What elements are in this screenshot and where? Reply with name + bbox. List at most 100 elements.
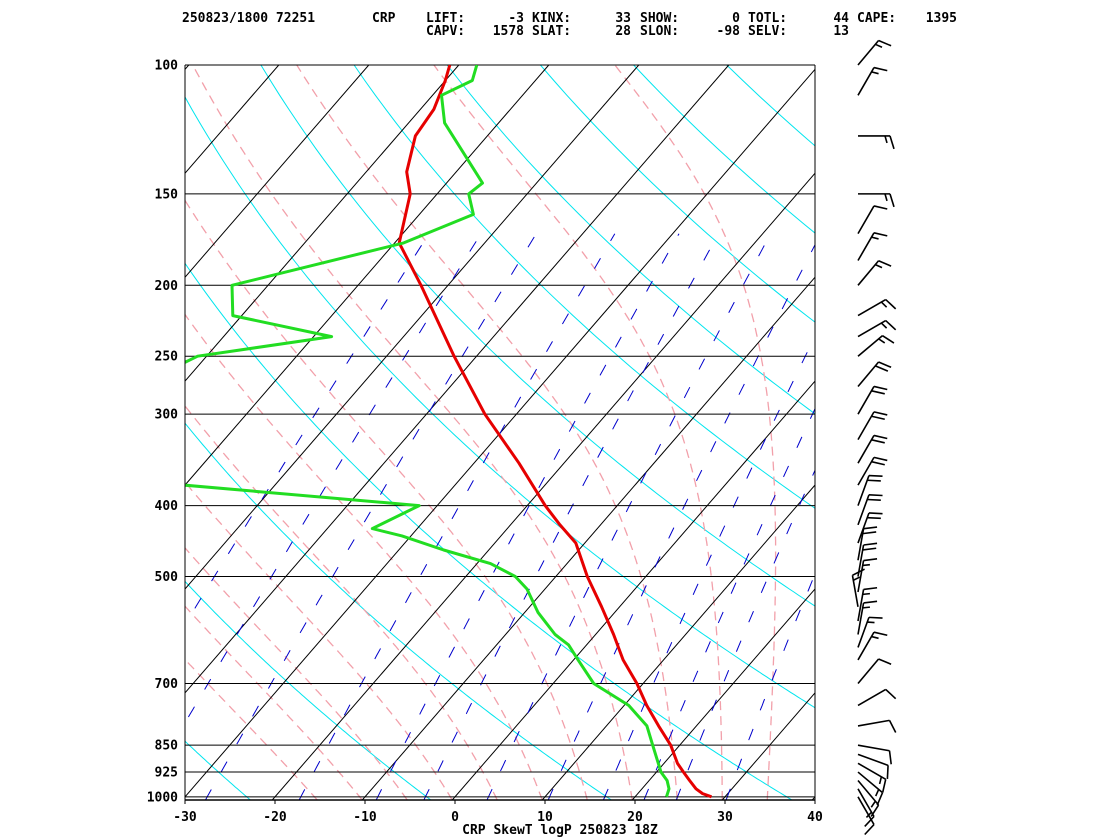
barb-half-feather — [884, 135, 888, 144]
dry-adiabat — [353, 65, 815, 509]
barb-staff — [857, 796, 875, 825]
barb-feather — [885, 299, 897, 310]
moist-adiabat — [185, 605, 363, 800]
moist-adiabat — [185, 313, 543, 800]
barb-staff — [857, 544, 865, 577]
barb-half-feather — [867, 621, 875, 624]
wind-barb — [857, 753, 889, 779]
dry-adiabat — [185, 580, 432, 800]
barb-half-feather — [884, 193, 888, 202]
wind-barb — [857, 361, 892, 388]
barb-half-feather — [874, 789, 880, 797]
barb-staff — [857, 528, 865, 561]
temperature-tick-label: 0 — [451, 810, 459, 825]
wind-barb — [857, 616, 883, 648]
wind-barb — [857, 600, 878, 635]
barb-staff — [857, 788, 875, 817]
barb-feather — [863, 586, 878, 591]
barb-staff — [857, 67, 875, 96]
barb-staff — [857, 494, 870, 526]
barb-feather — [873, 385, 888, 391]
barb-staff — [857, 688, 887, 707]
isotherm — [451, 380, 815, 800]
barb-feather — [882, 334, 895, 344]
barb-staff — [857, 260, 880, 286]
isotherm — [721, 692, 815, 800]
barb-feather — [888, 719, 897, 733]
barb-feather — [873, 232, 888, 237]
barb-feather — [878, 361, 892, 369]
barb-feather — [863, 600, 878, 604]
dry-adiabat — [185, 262, 793, 800]
wind-barb — [857, 788, 875, 828]
barb-staff — [857, 475, 870, 506]
wind-barb — [857, 586, 878, 622]
mixing-ratio-line — [205, 233, 537, 800]
wind-barb — [857, 334, 895, 357]
barb-half-feather — [871, 71, 879, 75]
barb-feather — [876, 792, 884, 806]
barb-feather — [889, 193, 895, 208]
isotherm — [541, 484, 815, 800]
barb-half-feather — [862, 606, 871, 609]
barb-feather — [871, 460, 885, 466]
header-slon-value: -98 — [717, 24, 741, 39]
pressure-tick-label: 500 — [155, 570, 179, 585]
wind-barb — [857, 205, 888, 235]
barb-feather — [871, 439, 885, 444]
wind-barb — [857, 558, 878, 593]
dry-adiabat — [820, 65, 1120, 800]
barb-half-feather — [871, 635, 879, 640]
barb-feather — [886, 765, 889, 779]
wind-barb — [857, 66, 888, 96]
barb-staff — [857, 319, 887, 338]
dry-adiabat — [540, 65, 815, 323]
barb-feather — [881, 779, 887, 793]
mixing-ratio-line — [185, 233, 482, 724]
pressure-tick-label: 300 — [155, 408, 179, 423]
barb-feather — [888, 750, 892, 765]
barb-feather — [864, 824, 875, 836]
wind-barb — [857, 456, 888, 486]
barb-feather — [867, 498, 881, 501]
barb-staff — [857, 658, 880, 684]
header-kinx-value: 33 — [615, 11, 631, 26]
wind-barb — [857, 542, 878, 577]
barb-feather — [878, 260, 892, 267]
barb-staff — [857, 39, 880, 66]
barb-staff — [857, 411, 875, 441]
dry-adiabat — [633, 65, 815, 234]
wind-barb — [857, 719, 897, 733]
barb-staff — [857, 361, 880, 388]
dry-adiabat — [260, 65, 815, 607]
mixing-ratio-line — [675, 469, 815, 800]
header-cape-value: 1395 — [926, 11, 957, 26]
barb-feather — [878, 658, 892, 665]
barb-staff — [857, 631, 875, 661]
wind-barb — [857, 658, 892, 684]
temperature-tick-label: -10 — [353, 810, 377, 825]
wind-barb — [857, 411, 888, 441]
temperature-tick-label: -20 — [263, 810, 287, 825]
wind-barb — [857, 780, 880, 817]
barb-staff — [851, 575, 859, 607]
moist-adiabat — [433, 65, 723, 800]
moist-adiabat — [614, 65, 777, 800]
wind-barb — [857, 744, 892, 765]
isotherm — [185, 65, 460, 382]
mixing-ratio-line — [375, 233, 680, 800]
isotherm — [811, 796, 815, 800]
barb-feather — [889, 135, 895, 150]
barb-feather — [873, 456, 888, 462]
barb-staff — [857, 386, 875, 415]
header-slon-label: SLON: — [640, 24, 679, 39]
header-selv-value: 13 — [833, 24, 849, 39]
barb-feather — [878, 39, 892, 47]
wind-barbs — [851, 39, 897, 836]
header-slat-label: SLAT: — [532, 24, 571, 39]
barb-staff — [857, 589, 865, 622]
pressure-tick-label: 100 — [155, 59, 179, 74]
barb-feather — [868, 494, 883, 497]
barb-staff — [857, 753, 889, 767]
